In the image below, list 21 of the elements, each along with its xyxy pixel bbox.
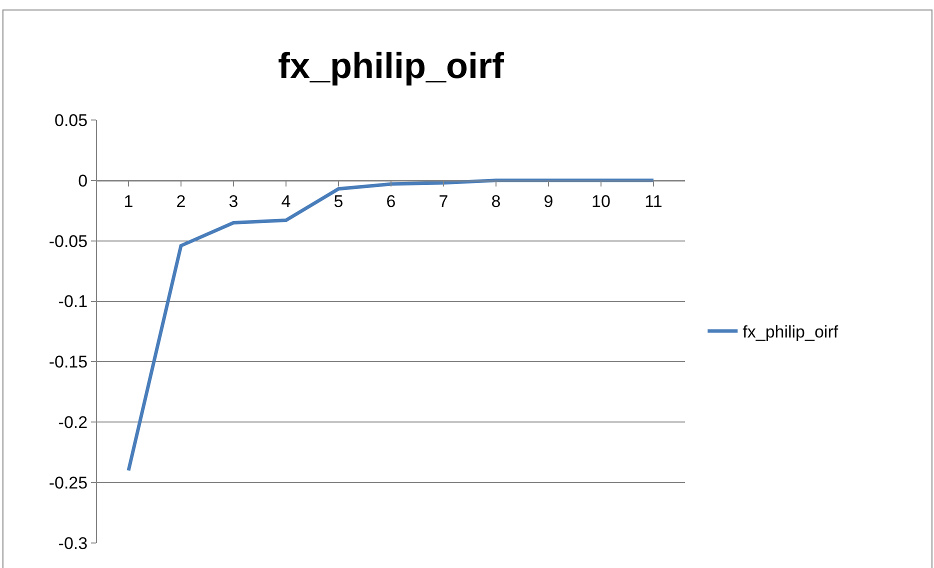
x-tick-label: 1: [124, 192, 134, 211]
x-tick-label: 11: [644, 192, 662, 211]
x-tick-label: 3: [228, 192, 238, 211]
y-tick-label: 0: [78, 171, 88, 190]
y-tick-label: -0.05: [48, 232, 88, 251]
y-tick-label: -0.15: [48, 352, 88, 372]
y-tick-label: -0.2: [58, 413, 88, 432]
y-tick-label: 0.05: [54, 110, 88, 130]
x-tick-label: 6: [386, 192, 396, 211]
x-tick-label: 7: [438, 192, 448, 211]
legend-label: fx_philip_oirf: [742, 322, 838, 342]
x-tick-label: 5: [334, 192, 344, 211]
x-tick-label: 4: [281, 192, 291, 211]
y-tick-label: -0.25: [48, 474, 88, 493]
x-tick-label: 9: [544, 192, 554, 211]
y-tick-label: -0.3: [58, 534, 88, 553]
y-tick-label: -0.1: [58, 292, 88, 312]
chart-title: fx_philip_oirf: [278, 44, 506, 86]
x-tick-label: 2: [176, 192, 186, 211]
x-tick-label: 8: [491, 192, 501, 211]
x-tick-label: 10: [592, 192, 610, 211]
